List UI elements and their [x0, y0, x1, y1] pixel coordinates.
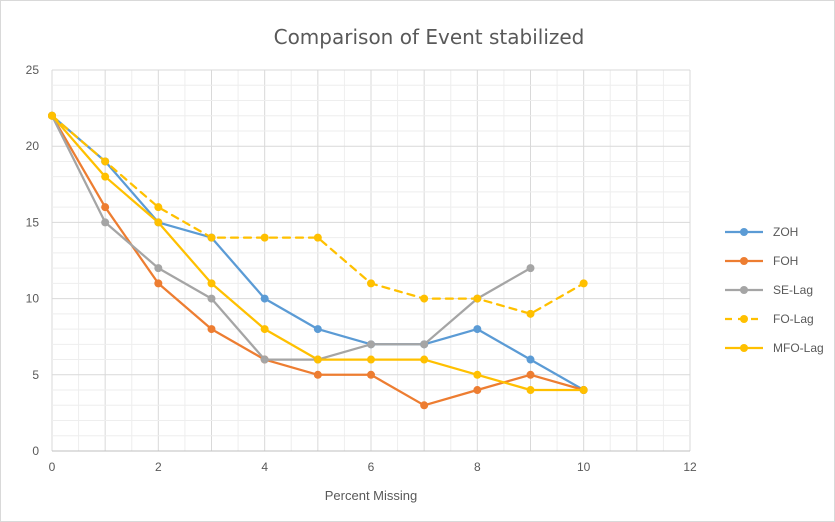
legend: ZOH FOH SE-Lag FO-Lag MFO-Lag	[725, 225, 824, 355]
y-tick-label: 5	[32, 368, 39, 382]
series-line-se-lag	[50, 114, 532, 361]
data-point-mfo-lag	[260, 325, 269, 334]
legend-label-zoh: ZOH	[773, 225, 798, 239]
series-group	[48, 111, 588, 410]
data-point-mfo-lag	[207, 279, 216, 288]
data-point-foh	[526, 370, 535, 379]
data-point-zoh	[526, 355, 535, 364]
data-point-se-lag	[260, 355, 269, 364]
data-point-zoh	[260, 294, 269, 303]
data-point-mfo-lag	[313, 355, 322, 364]
legend-marker-zoh	[740, 228, 748, 236]
y-tick-label: 25	[26, 63, 40, 77]
data-point-fo-lag	[207, 233, 216, 242]
x-axis-title: Percent Missing	[325, 488, 417, 503]
data-point-mfo-lag	[473, 370, 482, 379]
data-point-zoh	[313, 325, 322, 334]
data-point-mfo-lag	[48, 111, 56, 120]
legend-label-mfo-lag: MFO-Lag	[773, 341, 824, 355]
data-point-foh	[420, 401, 429, 410]
x-tick-label: 4	[261, 460, 268, 474]
data-point-fo-lag	[579, 279, 588, 288]
data-point-zoh	[473, 325, 482, 334]
data-point-fo-lag	[101, 157, 110, 166]
x-tick-label: 2	[155, 460, 162, 474]
x-tick-label: 8	[474, 460, 481, 474]
data-point-foh	[367, 370, 375, 379]
x-tick-label: 0	[49, 460, 56, 474]
data-point-mfo-lag	[154, 218, 163, 227]
x-tick-label: 6	[368, 460, 375, 474]
data-point-foh	[207, 325, 216, 334]
legend-label-foh: FOH	[773, 254, 798, 268]
data-point-foh	[473, 386, 482, 395]
data-point-fo-lag	[367, 279, 375, 288]
data-point-se-lag	[420, 340, 429, 349]
data-point-foh	[154, 279, 163, 288]
data-point-se-lag	[154, 264, 163, 273]
legend-label-se-lag: SE-Lag	[773, 283, 813, 297]
data-point-mfo-lag	[526, 386, 535, 395]
legend-marker-mfo-lag	[740, 344, 748, 352]
data-point-fo-lag	[260, 233, 269, 242]
data-point-fo-lag	[526, 309, 535, 318]
data-point-fo-lag	[313, 233, 322, 242]
data-point-se-lag	[207, 294, 216, 303]
data-point-foh	[313, 370, 322, 379]
data-point-mfo-lag	[579, 386, 588, 395]
data-point-se-lag	[526, 264, 535, 273]
x-tick-label: 10	[577, 460, 591, 474]
chart-title: Comparison of Event stabilized	[274, 25, 585, 49]
data-point-mfo-lag	[420, 355, 429, 364]
legend-label-fo-lag: FO-Lag	[773, 312, 814, 326]
x-tick-label: 12	[683, 460, 697, 474]
data-point-mfo-lag	[101, 172, 110, 181]
data-point-foh	[101, 203, 110, 212]
y-tick-label: 15	[26, 215, 40, 229]
legend-marker-fo-lag	[740, 315, 748, 323]
legend-marker-se-lag	[740, 286, 748, 294]
axes: 0 2 4 6 8 10 12 0 5 10 15 20 25	[26, 63, 697, 474]
y-tick-label: 10	[26, 292, 40, 306]
data-point-se-lag	[101, 218, 110, 227]
data-point-fo-lag	[154, 203, 163, 212]
legend-marker-foh	[740, 257, 748, 265]
y-tick-label: 0	[32, 444, 39, 458]
y-tick-label: 20	[26, 139, 40, 153]
data-point-fo-lag	[473, 294, 482, 303]
data-point-fo-lag	[420, 294, 429, 303]
data-point-mfo-lag	[367, 355, 375, 364]
data-point-se-lag	[367, 340, 375, 349]
series-line-fo-lag	[50, 114, 585, 315]
gridlines	[51, 69, 691, 452]
